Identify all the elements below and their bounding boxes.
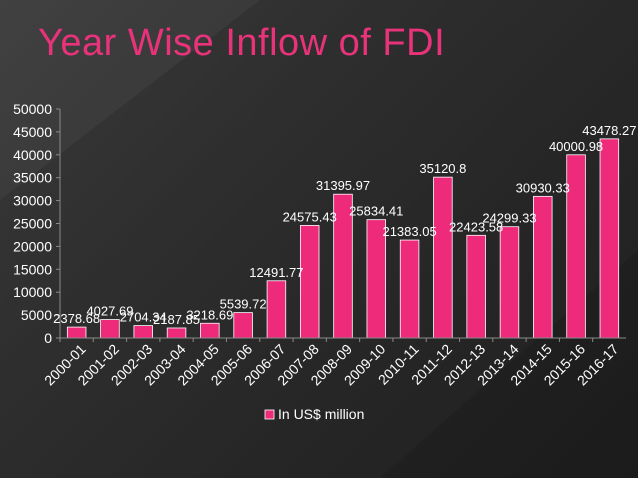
bar xyxy=(100,319,120,339)
bar-value-label: 22423.58 xyxy=(449,219,503,234)
y-tick-label: 15000 xyxy=(13,261,52,277)
bar-value-label: 2187.85 xyxy=(153,312,200,327)
y-tick-label: 20000 xyxy=(13,238,52,254)
bar xyxy=(266,280,287,339)
bar-value-label: 40000.98 xyxy=(549,139,603,154)
bar-value-label: 35120.8 xyxy=(419,161,466,176)
bar xyxy=(299,225,320,339)
legend-swatch xyxy=(264,409,275,420)
bar xyxy=(166,327,187,339)
bar xyxy=(66,326,87,339)
bar-value-label: 21383.05 xyxy=(382,224,436,239)
y-tick-label: 35000 xyxy=(13,170,52,186)
bar xyxy=(599,138,620,339)
bar-value-label: 2378.68 xyxy=(53,311,100,326)
bar xyxy=(433,176,453,339)
legend: In US$ million xyxy=(264,406,364,422)
legend-label: In US$ million xyxy=(278,406,364,422)
y-tick-label: 40000 xyxy=(13,147,52,163)
bar-value-label: 4027.69 xyxy=(86,304,133,319)
y-tick-label: 10000 xyxy=(13,284,52,300)
bar xyxy=(499,226,520,339)
chart-title: Year Wise Inflow of FDI xyxy=(38,22,446,64)
y-tick-label: 50000 xyxy=(13,101,52,117)
y-axis: 0 5000 10000 15000 20000 25000 30000 35000 40000… xyxy=(13,101,61,346)
bar-value-label: 24575.43 xyxy=(283,209,337,224)
bar xyxy=(466,234,486,339)
bar xyxy=(200,322,220,339)
bar-value-label: 3218.69 xyxy=(186,307,233,322)
y-tick-label: 5000 xyxy=(21,307,52,323)
bar-value-label: 2704.34 xyxy=(120,310,167,325)
bar-value-label: 25834.41 xyxy=(349,204,403,219)
bar-value-label: 30930.33 xyxy=(516,180,570,195)
bar-value-label: 24299.33 xyxy=(482,211,536,226)
y-tick-label: 25000 xyxy=(13,216,52,232)
x-axis: 2000-012001-022002-032003-042004-052005-… xyxy=(41,337,626,388)
value-labels: 2378.684027.692704.342187.853218.695539.… xyxy=(53,123,636,327)
bar xyxy=(399,239,420,339)
bar-value-label: 12491.77 xyxy=(249,265,303,280)
bar-value-label: 5539.72 xyxy=(220,297,267,312)
y-tick-label: 45000 xyxy=(13,124,52,140)
y-tick-label: 30000 xyxy=(13,193,52,209)
y-tick-label: 0 xyxy=(44,330,52,346)
bar-value-label: 43478.27 xyxy=(582,123,636,138)
bar-value-label: 31395.97 xyxy=(316,178,370,193)
bars xyxy=(66,138,620,339)
bar xyxy=(233,312,253,339)
bar xyxy=(133,325,153,339)
